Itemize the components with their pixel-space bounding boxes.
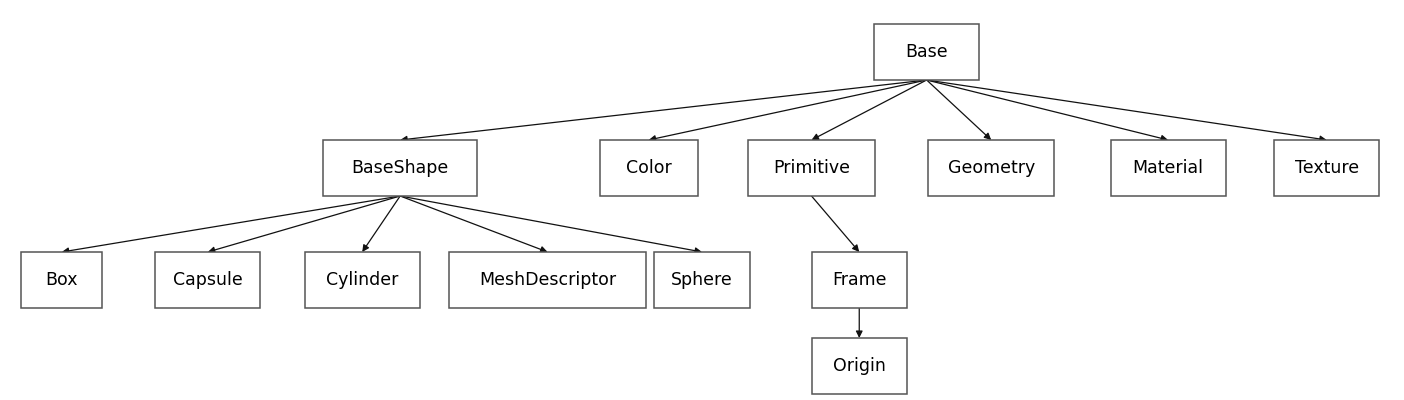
FancyBboxPatch shape [21,252,102,308]
FancyBboxPatch shape [1275,140,1379,196]
Text: MeshDescriptor: MeshDescriptor [479,271,616,289]
Text: Cylinder: Cylinder [326,271,399,289]
FancyBboxPatch shape [323,140,477,196]
FancyBboxPatch shape [812,252,907,308]
Text: Origin: Origin [833,357,886,375]
Text: Sphere: Sphere [671,271,733,289]
FancyBboxPatch shape [1111,140,1226,196]
FancyBboxPatch shape [449,252,646,308]
Text: Capsule: Capsule [173,271,243,289]
FancyBboxPatch shape [812,338,907,394]
FancyBboxPatch shape [654,252,750,308]
Text: Material: Material [1133,159,1203,177]
Text: Frame: Frame [833,271,886,289]
Text: Color: Color [626,159,671,177]
Text: Geometry: Geometry [948,159,1035,177]
FancyBboxPatch shape [600,140,698,196]
Text: Base: Base [906,43,948,61]
Text: Texture: Texture [1294,159,1359,177]
FancyBboxPatch shape [928,140,1054,196]
FancyBboxPatch shape [875,24,980,80]
Text: BaseShape: BaseShape [351,159,449,177]
FancyBboxPatch shape [305,252,420,308]
FancyBboxPatch shape [154,252,261,308]
FancyBboxPatch shape [748,140,875,196]
Text: Box: Box [45,271,79,289]
Text: Primitive: Primitive [774,159,849,177]
